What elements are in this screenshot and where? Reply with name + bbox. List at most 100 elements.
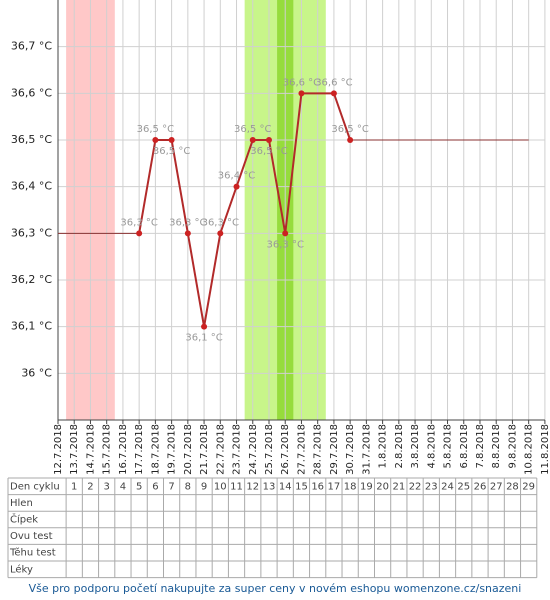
cycle-day: 7	[168, 481, 174, 492]
temperature-point	[249, 137, 256, 143]
x-tick-label: 1.8.2018	[378, 424, 389, 469]
x-tick-label: 27.7.2018	[296, 424, 307, 475]
x-tick-label: 20.7.2018	[183, 424, 194, 475]
y-tick-label: 36,5 °C	[11, 133, 52, 146]
temperature-point	[201, 323, 208, 330]
cycle-day: 12	[246, 481, 259, 492]
cycle-day: 4	[120, 481, 126, 492]
cycle-day: 18	[344, 481, 357, 492]
y-tick-label: 36,1 °C	[11, 320, 52, 333]
x-tick-label: 10.8.2018	[524, 424, 535, 475]
x-tick-label: 18.7.2018	[150, 424, 161, 475]
data-label: 36,3 °C	[120, 217, 157, 228]
data-label: 36,5 °C	[137, 124, 174, 135]
y-tick-label: 36,6 °C	[11, 86, 52, 99]
temperature-point	[168, 137, 175, 143]
x-tick-label: 21.7.2018	[199, 424, 210, 475]
chart: 36 °C 36,1 °C 36,2 °C 36,3 °C 36,4 °C 36,5 °C…	[7, 0, 550, 579]
x-tick-label: 9.8.2018	[507, 424, 518, 469]
y-tick-label: 36,2 °C	[11, 273, 52, 286]
temperature-point	[347, 137, 354, 143]
y-tick-label: 36,7 °C	[11, 40, 52, 53]
x-tick-label: 24.7.2018	[248, 424, 259, 475]
data-label: 36,5 °C	[331, 124, 368, 135]
temperature-point	[184, 230, 191, 237]
shop-link[interactable]: Vše pro podporu početí nakupujte za supe…	[28, 582, 522, 595]
temperature-point	[265, 137, 272, 143]
x-tick-label: 13.7.2018	[69, 424, 80, 475]
cycle-day: 25	[457, 481, 470, 492]
cycle-day: 29	[522, 481, 535, 492]
row-label: Ovu test	[10, 531, 53, 542]
cycle-day: 6	[152, 481, 158, 492]
data-label: 36,5 °C	[250, 146, 287, 157]
temperature-point	[136, 230, 143, 237]
temperature-point	[217, 230, 224, 237]
temperature-point	[282, 230, 289, 237]
x-tick-label: 30.7.2018	[345, 424, 356, 475]
cycle-day: 10	[214, 481, 227, 492]
data-label: 36,6 °C	[283, 77, 320, 88]
x-tick-label: 29.7.2018	[329, 424, 340, 475]
cycle-day: 27	[490, 481, 503, 492]
row-label: Čípek	[10, 513, 38, 526]
cycle-day: 2	[87, 481, 93, 492]
x-tick-label: 23.7.2018	[232, 424, 243, 475]
x-tick-label: 17.7.2018	[134, 424, 145, 475]
x-tick-label: 8.8.2018	[491, 424, 502, 469]
cycle-day: 26	[474, 481, 487, 492]
cycle-day: 23	[425, 481, 438, 492]
data-label: 36,5 °C	[234, 124, 271, 135]
cycle-day: 15	[295, 481, 308, 492]
x-tick-label: 15.7.2018	[102, 424, 113, 475]
cycle-day: 11	[230, 481, 243, 492]
cycle-day: 28	[506, 481, 519, 492]
temperature-point	[298, 90, 305, 97]
data-label: 36,6 °C	[315, 77, 352, 88]
x-tick-label: 12.7.2018	[53, 424, 64, 475]
data-label: 36,5 °C	[153, 146, 190, 157]
cycle-day: 24	[441, 481, 454, 492]
cycle-day: 9	[201, 481, 207, 492]
temperature-point	[330, 90, 337, 97]
x-tick-label: 4.8.2018	[426, 424, 437, 469]
data-label: 36,1 °C	[185, 333, 222, 344]
x-tick-label: 7.8.2018	[475, 424, 486, 469]
data-label: 36,3 °C	[169, 217, 206, 228]
temperature-point	[233, 183, 240, 190]
x-tick-label: 11.8.2018	[540, 424, 550, 475]
cycle-day: 8	[185, 481, 191, 492]
cycle-day: 20	[376, 481, 389, 492]
x-tick-label: 5.8.2018	[443, 424, 454, 469]
cycle-day: 1	[71, 481, 77, 492]
row-label: Hlen	[10, 498, 33, 509]
row-label: Těhu test	[9, 547, 56, 559]
cycle-day: 21	[392, 481, 405, 492]
row-label: Den cyklu	[10, 481, 60, 492]
y-tick-label: 36,4 °C	[11, 180, 52, 193]
row-label: Léky	[10, 563, 33, 575]
cycle-day: 22	[409, 481, 422, 492]
x-tick-label: 3.8.2018	[410, 424, 421, 469]
x-tick-label: 16.7.2018	[118, 424, 129, 475]
data-label: 36,3 °C	[202, 217, 239, 228]
cycle-day: 5	[136, 481, 142, 492]
x-tick-label: 14.7.2018	[85, 424, 96, 475]
x-tick-label: 19.7.2018	[167, 424, 178, 475]
y-tick-label: 36 °C	[21, 366, 52, 379]
temperature-point	[152, 137, 159, 143]
x-tick-label: 31.7.2018	[361, 424, 372, 475]
x-tick-label: 28.7.2018	[313, 424, 324, 475]
x-tick-label: 25.7.2018	[264, 424, 275, 475]
x-tick-label: 22.7.2018	[215, 424, 226, 475]
cycle-day: 17	[328, 481, 341, 492]
cycle-day: 16	[311, 481, 324, 492]
cycle-day: 19	[360, 481, 373, 492]
x-tick-label: 2.8.2018	[394, 424, 405, 469]
data-label: 36,3 °C	[267, 239, 304, 250]
y-tick-label: 36,3 °C	[11, 226, 52, 239]
x-tick-label: 6.8.2018	[459, 424, 470, 469]
cycle-day: 3	[104, 481, 110, 492]
cycle-day: 14	[279, 481, 292, 492]
